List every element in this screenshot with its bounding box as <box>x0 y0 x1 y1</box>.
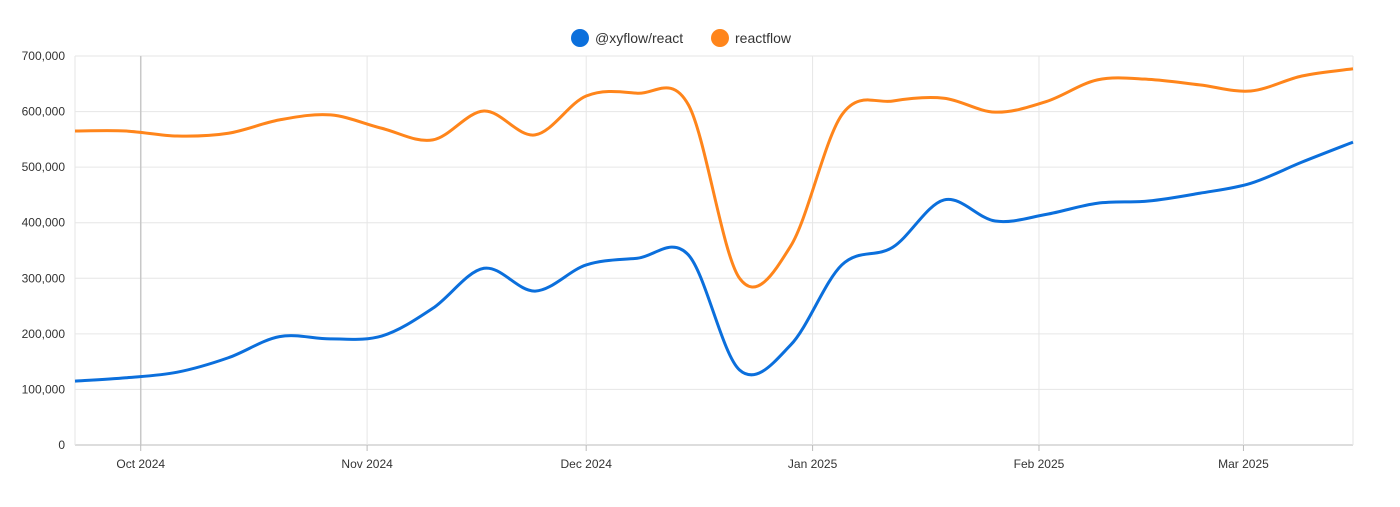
data-point-xyflow-react[interactable] <box>1296 156 1308 168</box>
data-point-reactflow[interactable] <box>887 95 899 107</box>
x-tick-label: Mar 2025 <box>1218 457 1269 471</box>
data-point-reactflow[interactable] <box>529 129 541 141</box>
data-point-xyflow-react[interactable] <box>1245 177 1257 189</box>
data-point-reactflow[interactable] <box>1091 74 1103 86</box>
series-lines <box>69 63 1359 387</box>
legend-marker-xyflow-react <box>571 29 589 47</box>
data-point-reactflow[interactable] <box>1245 85 1257 97</box>
legend-item-reactflow[interactable]: reactflow <box>711 29 792 47</box>
data-point-xyflow-react[interactable] <box>989 215 1001 227</box>
data-point-xyflow-react[interactable] <box>120 372 132 384</box>
data-point-reactflow[interactable] <box>478 105 490 117</box>
data-point-reactflow[interactable] <box>1296 70 1308 82</box>
y-axis: 0 100,000 200,000 300,000 400,000 500,000 600,… <box>22 49 66 452</box>
data-point-xyflow-react[interactable] <box>785 339 797 351</box>
legend-label-xyflow-react: @xyflow/react <box>595 30 683 46</box>
data-point-xyflow-react[interactable] <box>1194 187 1206 199</box>
data-point-xyflow-react[interactable] <box>427 302 439 314</box>
x-axis: Oct 2024 Nov 2024 Dec 2024 Jan 2025 Feb 2025… <box>116 445 1269 471</box>
x-tick-label: Jan 2025 <box>788 457 838 471</box>
data-point-reactflow[interactable] <box>120 125 132 137</box>
legend-label-reactflow: reactflow <box>735 30 792 46</box>
x-tick-label: Nov 2024 <box>341 457 393 471</box>
data-point-xyflow-react[interactable] <box>1040 208 1052 220</box>
x-tick-label: Oct 2024 <box>116 457 165 471</box>
series-line-reactflow <box>74 67 1354 289</box>
data-point-xyflow-react[interactable] <box>631 252 643 264</box>
data-point-xyflow-react[interactable] <box>325 333 337 345</box>
data-point-reactflow[interactable] <box>325 109 337 121</box>
data-point-xyflow-react[interactable] <box>887 241 899 253</box>
data-point-reactflow[interactable] <box>580 90 592 102</box>
y-tick-label: 200,000 <box>22 327 66 341</box>
x-tick-label: Feb 2025 <box>1014 457 1065 471</box>
y-tick-label: 300,000 <box>22 271 66 285</box>
data-point-reactflow[interactable] <box>222 127 234 139</box>
data-point-reactflow[interactable] <box>631 87 643 99</box>
y-tick-label: 0 <box>58 438 65 452</box>
legend-marker-reactflow <box>711 29 729 47</box>
data-point-reactflow[interactable] <box>273 114 285 126</box>
data-point-xyflow-react[interactable] <box>529 285 541 297</box>
data-point-xyflow-react[interactable] <box>1347 136 1359 148</box>
data-point-xyflow-react[interactable] <box>273 331 285 343</box>
legend: @xyflow/react reactflow <box>571 29 792 47</box>
data-point-xyflow-react[interactable] <box>171 366 183 378</box>
data-point-xyflow-react[interactable] <box>69 375 81 387</box>
data-point-reactflow[interactable] <box>989 106 1001 118</box>
data-point-xyflow-react[interactable] <box>682 249 694 261</box>
data-point-reactflow[interactable] <box>1347 63 1359 75</box>
data-point-reactflow[interactable] <box>376 122 388 134</box>
data-point-reactflow[interactable] <box>785 240 797 252</box>
data-point-reactflow[interactable] <box>1040 96 1052 108</box>
data-point-reactflow[interactable] <box>734 272 746 284</box>
data-point-reactflow[interactable] <box>938 92 950 104</box>
y-tick-label: 600,000 <box>22 105 66 119</box>
data-point-xyflow-react[interactable] <box>222 352 234 364</box>
series-line-xyflow-react <box>74 140 1354 383</box>
y-tick-label: 700,000 <box>22 49 66 63</box>
data-point-reactflow[interactable] <box>836 109 848 121</box>
x-tick-label: Dec 2024 <box>561 457 613 471</box>
data-point-reactflow[interactable] <box>171 130 183 142</box>
data-point-xyflow-react[interactable] <box>734 364 746 376</box>
data-point-reactflow[interactable] <box>69 125 81 137</box>
data-point-xyflow-react[interactable] <box>938 194 950 206</box>
data-point-xyflow-react[interactable] <box>1091 197 1103 209</box>
data-point-reactflow[interactable] <box>682 99 694 111</box>
legend-item-xyflow-react[interactable]: @xyflow/react <box>571 29 683 47</box>
data-point-xyflow-react[interactable] <box>478 262 490 274</box>
y-tick-label: 500,000 <box>22 160 66 174</box>
data-point-xyflow-react[interactable] <box>836 259 848 271</box>
grid <box>74 55 1354 446</box>
y-tick-label: 100,000 <box>22 382 66 396</box>
data-point-xyflow-react[interactable] <box>580 259 592 271</box>
data-point-xyflow-react[interactable] <box>1143 195 1155 207</box>
data-point-reactflow[interactable] <box>1143 73 1155 85</box>
data-point-reactflow[interactable] <box>427 134 439 146</box>
data-point-xyflow-react[interactable] <box>376 330 388 342</box>
y-tick-label: 400,000 <box>22 216 66 230</box>
data-point-reactflow[interactable] <box>1194 79 1206 91</box>
